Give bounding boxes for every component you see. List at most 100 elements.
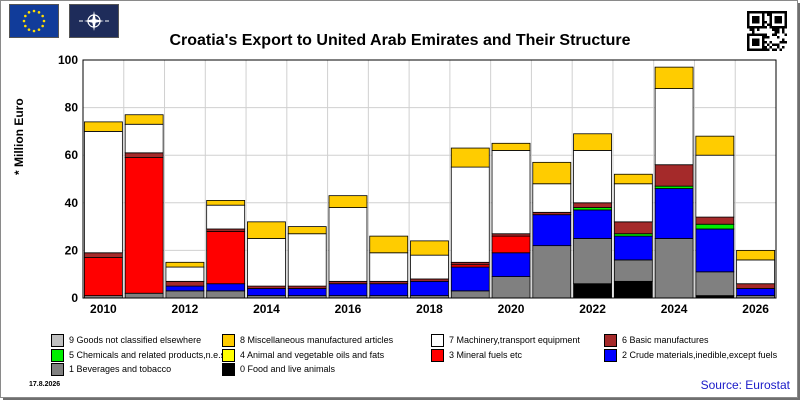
bar-segment: [328, 283, 368, 297]
bar-segment: [124, 157, 164, 294]
y-tick-label: 100: [58, 53, 78, 67]
bar-segment: [736, 283, 776, 289]
bar-segment: [695, 135, 735, 156]
bar-segment: [450, 147, 490, 168]
bar-segment: [450, 290, 490, 299]
legend-swatch: [604, 348, 617, 362]
eu-star: [32, 29, 36, 33]
legend-label: 6 Basic manufactures: [622, 335, 709, 345]
legend-item: 1 Beverages and tobacco: [51, 362, 171, 376]
bar-segment: [83, 121, 123, 132]
x-tick-label: 2020: [498, 302, 525, 316]
x-tick-label: 2018: [416, 302, 443, 316]
x-tick-label: 2024: [661, 302, 688, 316]
bar-segment: [695, 223, 735, 230]
bar-segment: [491, 235, 531, 254]
bar-segment: [206, 200, 246, 206]
chart-title: Croatia's Export to United Arab Emirates…: [169, 32, 631, 49]
legend-item: 7 Machinery,transport equipment: [431, 333, 580, 347]
bar-segment: [573, 283, 612, 299]
bar-segment: [165, 266, 205, 282]
bar-segment: [613, 259, 653, 282]
legend-item: 6 Basic manufactures: [604, 333, 709, 347]
legend-label: 7 Machinery,transport equipment: [449, 335, 580, 345]
legend-item: 4 Animal and vegetable oils and fats: [222, 348, 384, 362]
bar-segment: [654, 88, 694, 166]
qr-code-icon: [747, 11, 787, 51]
bar-segment: [573, 150, 612, 204]
bar-segment: [165, 280, 205, 287]
bar-segment: [491, 150, 531, 235]
legend-label: 9 Goods not classified elsewhere: [69, 335, 202, 345]
source-label: Source: Eurostat: [700, 378, 790, 392]
legend-swatch: [222, 333, 235, 347]
bar-segment: [654, 66, 694, 89]
bar-segment: [83, 252, 123, 258]
bar-segment: [491, 142, 531, 151]
y-tick-label: 60: [65, 148, 79, 162]
bar-segment: [613, 280, 653, 299]
legend-label: 2 Crude materials,inedible,except fuels: [622, 350, 778, 360]
bar-segment: [206, 290, 246, 299]
bar-segment: [573, 209, 612, 239]
bar-segment: [124, 123, 164, 154]
legend-swatch: [431, 333, 444, 347]
legend-label: 5 Chemicals and related products,n.e.s.: [69, 350, 228, 360]
nato-flag-icon: [69, 4, 119, 38]
bar-segment: [613, 173, 653, 185]
eu-star: [27, 11, 31, 14]
bar-segment: [328, 207, 368, 282]
bar-segment: [206, 283, 246, 292]
bar-segment: [450, 266, 490, 292]
legend-item: 2 Crude materials,inedible,except fuels: [604, 348, 777, 362]
y-tick-label: 0: [71, 291, 78, 305]
bar-segment: [736, 288, 776, 297]
bar-segment: [654, 238, 694, 299]
eu-star: [42, 19, 46, 23]
eu-stars: [22, 9, 46, 33]
x-tick-label: 2022: [579, 302, 606, 316]
bar-segment: [247, 238, 286, 287]
eu-star: [41, 24, 44, 28]
legend-swatch: [604, 333, 617, 347]
legend-label: 8 Miscellaneous manufactured articles: [240, 335, 394, 345]
legend-swatch: [431, 348, 444, 362]
date-stamp: 17.8.2026: [29, 381, 61, 388]
bar-segment: [206, 230, 246, 285]
bar-segment: [450, 166, 490, 263]
bar-segment: [165, 290, 205, 299]
bar-segment: [287, 226, 327, 235]
bar-segment: [247, 288, 286, 297]
bar-segment: [654, 188, 694, 239]
legend-item: 0 Food and live animals: [222, 362, 335, 376]
legend-item: 9 Goods not classified elsewhere: [51, 333, 201, 347]
legend-item: 5 Chemicals and related products,n.e.s.: [51, 348, 228, 362]
bar-segment: [573, 133, 612, 151]
legend-swatch: [51, 348, 64, 362]
x-tick-label: 2026: [742, 302, 769, 316]
legend-swatch: [51, 362, 64, 376]
bar-segment: [613, 183, 653, 223]
bar-segment: [491, 252, 531, 277]
legend-label: 4 Animal and vegetable oils and fats: [240, 350, 385, 360]
eu-star: [22, 19, 26, 23]
bar-segment: [491, 276, 531, 299]
legend-label: 1 Beverages and tobacco: [69, 364, 172, 374]
bar-segment: [165, 261, 205, 268]
bar-segment: [532, 214, 572, 247]
bar-segment: [124, 114, 164, 125]
x-tick-label: 2014: [253, 302, 280, 316]
eu-star: [32, 9, 36, 13]
bar-segment: [736, 249, 776, 261]
bar-segment: [736, 259, 776, 285]
bar-segment: [695, 154, 735, 218]
bar-segment: [328, 195, 368, 208]
legend-item: 8 Miscellaneous manufactured articles: [222, 333, 393, 347]
eu-star: [37, 11, 41, 14]
x-tick-label: 2016: [335, 302, 362, 316]
bar-segment: [83, 257, 123, 297]
bar-segment: [410, 254, 449, 280]
legend-swatch: [222, 362, 235, 376]
x-tick-label: 2010: [90, 302, 117, 316]
y-tick-label: 80: [65, 101, 79, 115]
